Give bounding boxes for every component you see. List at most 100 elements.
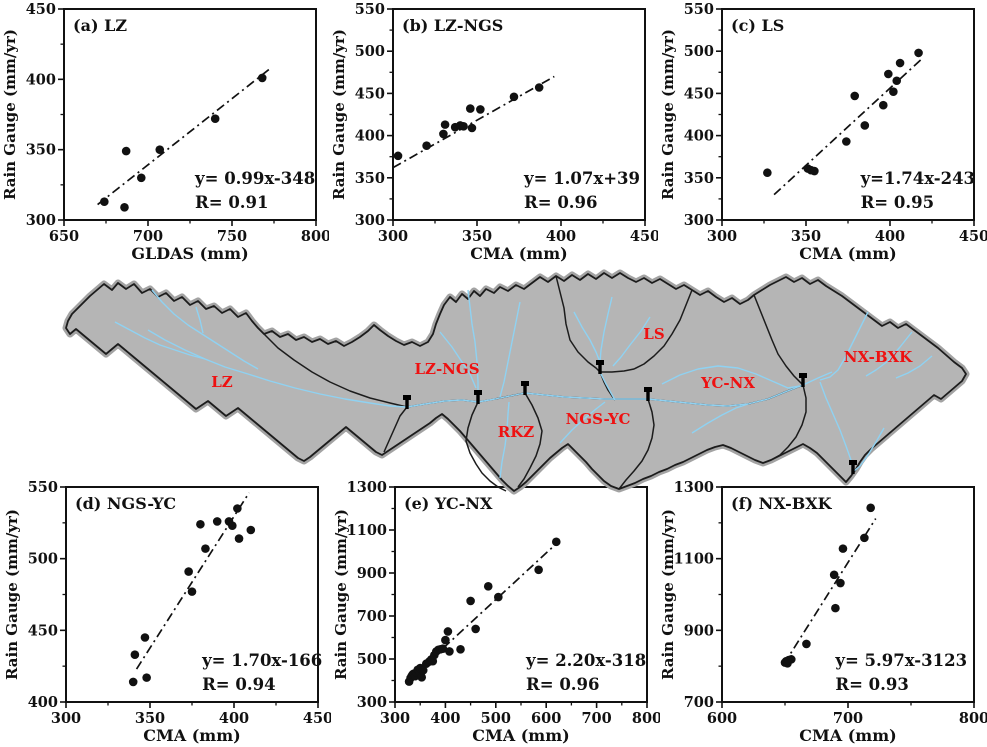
y-tick-label: 300 <box>355 212 385 229</box>
data-point <box>142 673 151 682</box>
plot-box <box>721 8 975 221</box>
equation-label: y= 1.07x+39 <box>523 169 640 188</box>
y-axis-label: Rain Gauge (mm/yr) <box>1 29 19 200</box>
river <box>499 301 521 398</box>
data-point <box>257 73 267 83</box>
x-tick-label: 750 <box>217 228 247 245</box>
scatter-panel-e: 300 400 500 600 700 800 300 500 700 900 1100 1300 CM… <box>331 478 660 747</box>
y-tick-label: 500 <box>684 43 714 60</box>
data-point <box>459 122 468 131</box>
y-axis-label: Rain Gauge (mm/yr) <box>330 29 348 200</box>
river <box>439 331 477 389</box>
r-value-label: R= 0.94 <box>202 675 275 694</box>
data-point <box>914 48 923 58</box>
y-tick-label: 350 <box>684 170 714 187</box>
river <box>819 311 869 381</box>
data-point <box>233 504 242 513</box>
equation-label: y=1.74x-243 <box>860 169 975 188</box>
river <box>559 401 606 444</box>
gauge-marker <box>644 387 652 401</box>
x-tick-label: 700 <box>833 710 863 727</box>
subbasin-boundary <box>263 333 408 453</box>
data-point <box>884 69 893 79</box>
y-tick-label: 550 <box>684 1 714 18</box>
data-point <box>121 146 131 156</box>
scatter-plot: 650 700 750 800 300 350 400 450 GLDAS (mm) Rain G… <box>1 1 329 263</box>
y-tick-label: 300 <box>357 694 387 711</box>
y-tick-label: 400 <box>28 694 58 711</box>
equation-label: y= 1.70x-166 <box>201 651 322 670</box>
river <box>612 316 651 367</box>
panel-title: (e) YC-NX <box>404 494 493 513</box>
data-point <box>422 141 431 151</box>
x-axis-label: GLDAS (mm) <box>131 244 248 263</box>
y-tick-label: 400 <box>355 128 385 145</box>
equation-label: y= 0.99x-348 <box>194 169 315 188</box>
subbasin-boundary <box>753 294 804 386</box>
subbasin-boundary <box>555 275 601 373</box>
basin-map-svg: LZ LZ-NGS RKZ NGS-YC LS YC-NX NX-BXK <box>62 269 970 495</box>
x-tick-label: 350 <box>791 228 821 245</box>
data-point <box>246 525 256 535</box>
x-axis-label: CMA (mm) <box>799 244 896 263</box>
gauge-marker <box>403 395 411 409</box>
basin-shadow <box>62 269 970 495</box>
data-point <box>120 203 129 212</box>
y-tick-label: 1100 <box>674 551 714 568</box>
x-tick-label: 450 <box>630 228 658 245</box>
y-tick-label: 350 <box>26 142 56 159</box>
x-axis-label: CMA (mm) <box>470 244 567 263</box>
river <box>853 427 885 472</box>
data-point <box>128 677 138 687</box>
y-tick-label: 450 <box>684 85 714 102</box>
y-tick-label: 900 <box>357 565 387 582</box>
data-point <box>763 168 772 178</box>
river <box>499 401 510 479</box>
data-point <box>234 534 244 543</box>
data-point <box>212 517 222 526</box>
y-axis-label: Rain Gauge (mm/yr) <box>332 509 350 680</box>
panel-title: (f) NX-BXK <box>731 494 833 513</box>
x-tick-label: 400 <box>875 228 905 245</box>
river <box>573 311 601 363</box>
scatter-plot: 300 350 400 450 400 450 500 550 CMA (mm) Rain Gau… <box>3 479 331 745</box>
y-tick-label: 300 <box>684 212 714 229</box>
x-tick-label: 800 <box>632 710 660 727</box>
trend-line <box>392 75 555 169</box>
y-axis-label: Rain Gauge (mm/yr) <box>659 509 677 680</box>
data-point <box>136 173 146 183</box>
x-axis-label: CMA (mm) <box>143 726 240 745</box>
data-point <box>829 570 839 580</box>
plot-box <box>392 8 646 221</box>
data-point <box>100 197 109 207</box>
x-tick-label: 400 <box>546 228 576 245</box>
data-point <box>802 639 811 649</box>
scatter-plot: 300 350 400 450 300 350 400 450 500 550 CMA (mm) Ra… <box>659 1 987 263</box>
data-point <box>850 91 860 101</box>
x-tick-label: 800 <box>301 228 329 245</box>
y-tick-label: 900 <box>684 622 714 639</box>
data-point <box>228 521 237 530</box>
subbasin-boundary <box>770 384 807 461</box>
scatter-panel-f: 600 700 800 700 900 1100 1300 CMA (mm) Rain Gaug… <box>658 478 987 747</box>
scatter-plot: 300 350 400 450 300 350 400 450 500 550 CMA (mm) Ra… <box>330 1 658 263</box>
y-tick-label: 550 <box>28 479 58 496</box>
data-point <box>494 592 503 602</box>
r-value-label: R= 0.96 <box>526 675 599 694</box>
data-point <box>438 644 448 653</box>
gauge-marker <box>799 373 807 387</box>
data-point <box>551 537 561 547</box>
equation-label: y= 5.97x-3123 <box>834 651 967 670</box>
panel-title: (c) LS <box>731 16 784 35</box>
y-tick-label: 700 <box>357 608 387 625</box>
data-point <box>155 145 165 154</box>
panel-title: (a) LZ <box>73 16 127 35</box>
river <box>114 321 206 360</box>
y-axis-label: Rain Gauge (mm/yr) <box>659 29 677 200</box>
data-point <box>187 587 197 596</box>
data-point <box>534 565 543 575</box>
data-point <box>836 578 845 588</box>
data-point <box>892 76 902 86</box>
y-tick-label: 400 <box>26 71 56 88</box>
y-tick-label: 1100 <box>347 522 387 539</box>
